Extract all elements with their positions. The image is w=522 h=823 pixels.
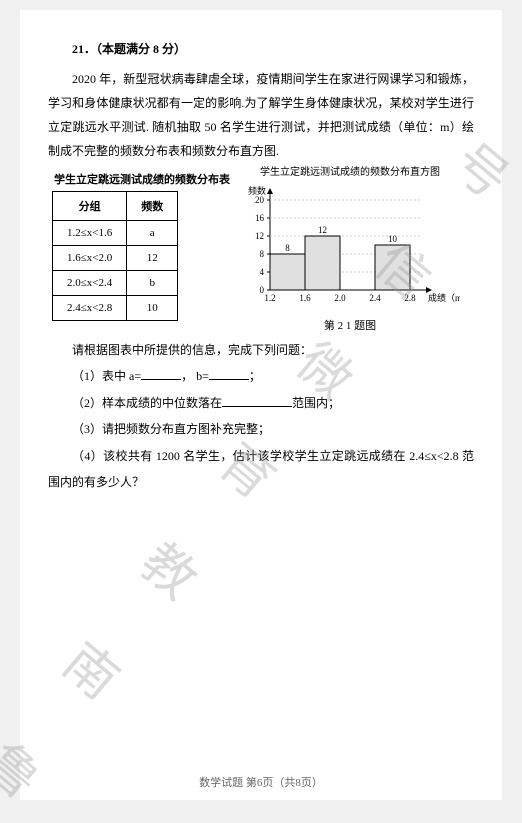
svg-text:1.6: 1.6 <box>299 293 311 303</box>
svg-text:12: 12 <box>318 225 327 235</box>
question-3: （3）请把频数分布直方图补充完整； <box>48 416 474 442</box>
table-title: 学生立定跳远测试成绩的频数分布表 <box>54 171 230 187</box>
svg-text:16: 16 <box>255 213 265 223</box>
table-chart-row: 学生立定跳远测试成绩的频数分布表 分组 频数 1.2≤x<1.6 a 1.6≤x… <box>48 163 474 323</box>
q2-text-a: （2）样本成绩的中位数落在 <box>72 396 222 410</box>
question-4: （4）该校共有 1200 名学生，估计该学校学生立定跳远成绩在 2.4≤x<2.… <box>48 443 474 496</box>
cell-range: 1.2≤x<1.6 <box>53 221 127 246</box>
cell-freq: 10 <box>127 296 178 321</box>
question-1: （1）表中 a= ， b= ； <box>48 363 474 389</box>
cell-freq: 12 <box>127 246 178 271</box>
table-wrapper: 学生立定跳远测试成绩的频数分布表 分组 频数 1.2≤x<1.6 a 1.6≤x… <box>48 163 230 321</box>
blank-a[interactable] <box>141 367 181 380</box>
table-header-row: 分组 频数 <box>53 192 178 221</box>
q2-text-b: 范围内； <box>292 396 340 410</box>
cell-freq: b <box>127 271 178 296</box>
svg-text:2.4: 2.4 <box>369 293 381 303</box>
page-footer: 数学试题 第6页（共8页） <box>20 774 502 790</box>
svg-text:10: 10 <box>388 234 398 244</box>
svg-text:成绩（m）: 成绩（m） <box>428 292 460 303</box>
table-row: 1.6≤x<2.0 12 <box>53 246 178 271</box>
question-number: 21． <box>72 42 96 56</box>
cell-freq: a <box>127 221 178 246</box>
blank-range[interactable] <box>222 394 292 407</box>
frequency-table: 分组 频数 1.2≤x<1.6 a 1.6≤x<2.0 12 2.0≤x<2.4… <box>52 191 178 321</box>
blank-b[interactable] <box>209 367 249 380</box>
chart-caption: 第 2 1 题图 <box>240 317 460 333</box>
svg-text:1.2: 1.2 <box>264 293 275 303</box>
col-freq: 频数 <box>127 192 178 221</box>
q1-text-a: （1）表中 a= <box>72 369 141 383</box>
svg-text:12: 12 <box>255 231 264 241</box>
question-2: （2）样本成绩的中位数落在 范围内； <box>48 390 474 416</box>
questions-block: 请根据图表中所提供的信息，完成下列问题： （1）表中 a= ， b= ； （2）样本… <box>48 337 474 495</box>
q1-text-b: ， b= <box>181 369 209 383</box>
table-row: 2.0≤x<2.4 b <box>53 271 178 296</box>
exam-page: 21．（本题满分 8 分） 2020 年，新型冠状病毒肆虐全球，疫情期间学生在家… <box>20 10 502 800</box>
cell-range: 2.0≤x<2.4 <box>53 271 127 296</box>
questions-lead: 请根据图表中所提供的信息，完成下列问题： <box>48 337 474 363</box>
col-group: 分组 <box>53 192 127 221</box>
svg-text:20: 20 <box>255 195 265 205</box>
svg-text:8: 8 <box>285 243 290 253</box>
cell-range: 2.4≤x<2.8 <box>53 296 127 321</box>
svg-text:2.8: 2.8 <box>404 293 416 303</box>
chart-title: 学生立定跳远测试成绩的频数分布直方图 <box>240 163 460 178</box>
table-row: 2.4≤x<2.8 10 <box>53 296 178 321</box>
intro-paragraph: 2020 年，新型冠状病毒肆虐全球，疫情期间学生在家进行网课学习和锻炼，学习和身… <box>48 67 474 163</box>
cell-range: 1.6≤x<2.0 <box>53 246 127 271</box>
table-row: 1.2≤x<1.6 a <box>53 221 178 246</box>
svg-text:2.0: 2.0 <box>334 293 346 303</box>
histogram-chart: 学生立定跳远测试成绩的频数分布直方图 频数048121620812101.21.… <box>240 163 460 323</box>
q1-text-c: ； <box>249 369 261 383</box>
svg-text:8: 8 <box>260 249 265 259</box>
histogram-svg: 频数048121620812101.21.62.02.42.8成绩（m） <box>240 180 460 310</box>
svg-text:4: 4 <box>260 267 265 277</box>
question-score: （本题满分 8 分） <box>96 42 186 56</box>
question-header: 21．（本题满分 8 分） <box>48 40 474 57</box>
